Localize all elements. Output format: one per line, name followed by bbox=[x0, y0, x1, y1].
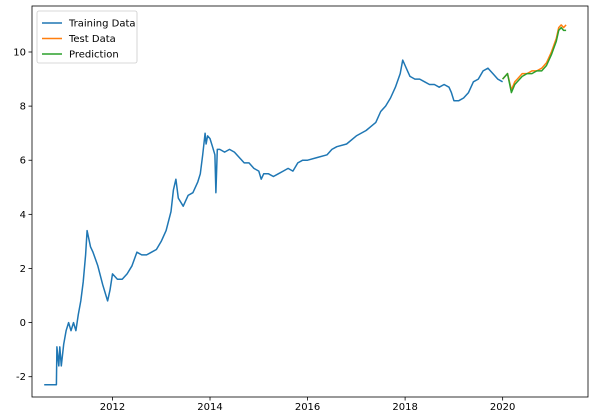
legend: Training Data Test Data Prediction bbox=[36, 10, 138, 64]
x-tick-label: 2020 bbox=[490, 402, 515, 411]
y-tick-label: 6 bbox=[20, 156, 26, 167]
x-tick-label: 2012 bbox=[100, 402, 125, 411]
x-tick-label: 2016 bbox=[295, 402, 320, 411]
x-tick-label: 2014 bbox=[197, 402, 222, 411]
x-tick-label: 2018 bbox=[392, 402, 417, 411]
y-tick-label: 4 bbox=[20, 210, 26, 221]
series-line-training-data bbox=[44, 59, 503, 386]
y-tick-label: 10 bbox=[13, 48, 26, 59]
series-line-test-data bbox=[502, 24, 567, 91]
y-tick-label: -2 bbox=[16, 372, 26, 383]
legend-box bbox=[36, 10, 138, 64]
y-tick-label: 0 bbox=[20, 318, 26, 329]
legend-label: Training Data bbox=[68, 19, 136, 30]
y-tick-label: 8 bbox=[20, 102, 26, 113]
plot-frame bbox=[31, 5, 589, 398]
series-line-prediction bbox=[502, 26, 567, 94]
y-tick-label: 2 bbox=[20, 264, 26, 275]
y-axis: -2 0 2 4 6 8 10 bbox=[13, 48, 32, 383]
x-axis: 2012 2014 2016 2018 2020 bbox=[100, 397, 515, 413]
legend-label: Test Data bbox=[68, 34, 116, 45]
legend-label: Prediction bbox=[69, 50, 119, 61]
series-layer bbox=[44, 24, 567, 386]
